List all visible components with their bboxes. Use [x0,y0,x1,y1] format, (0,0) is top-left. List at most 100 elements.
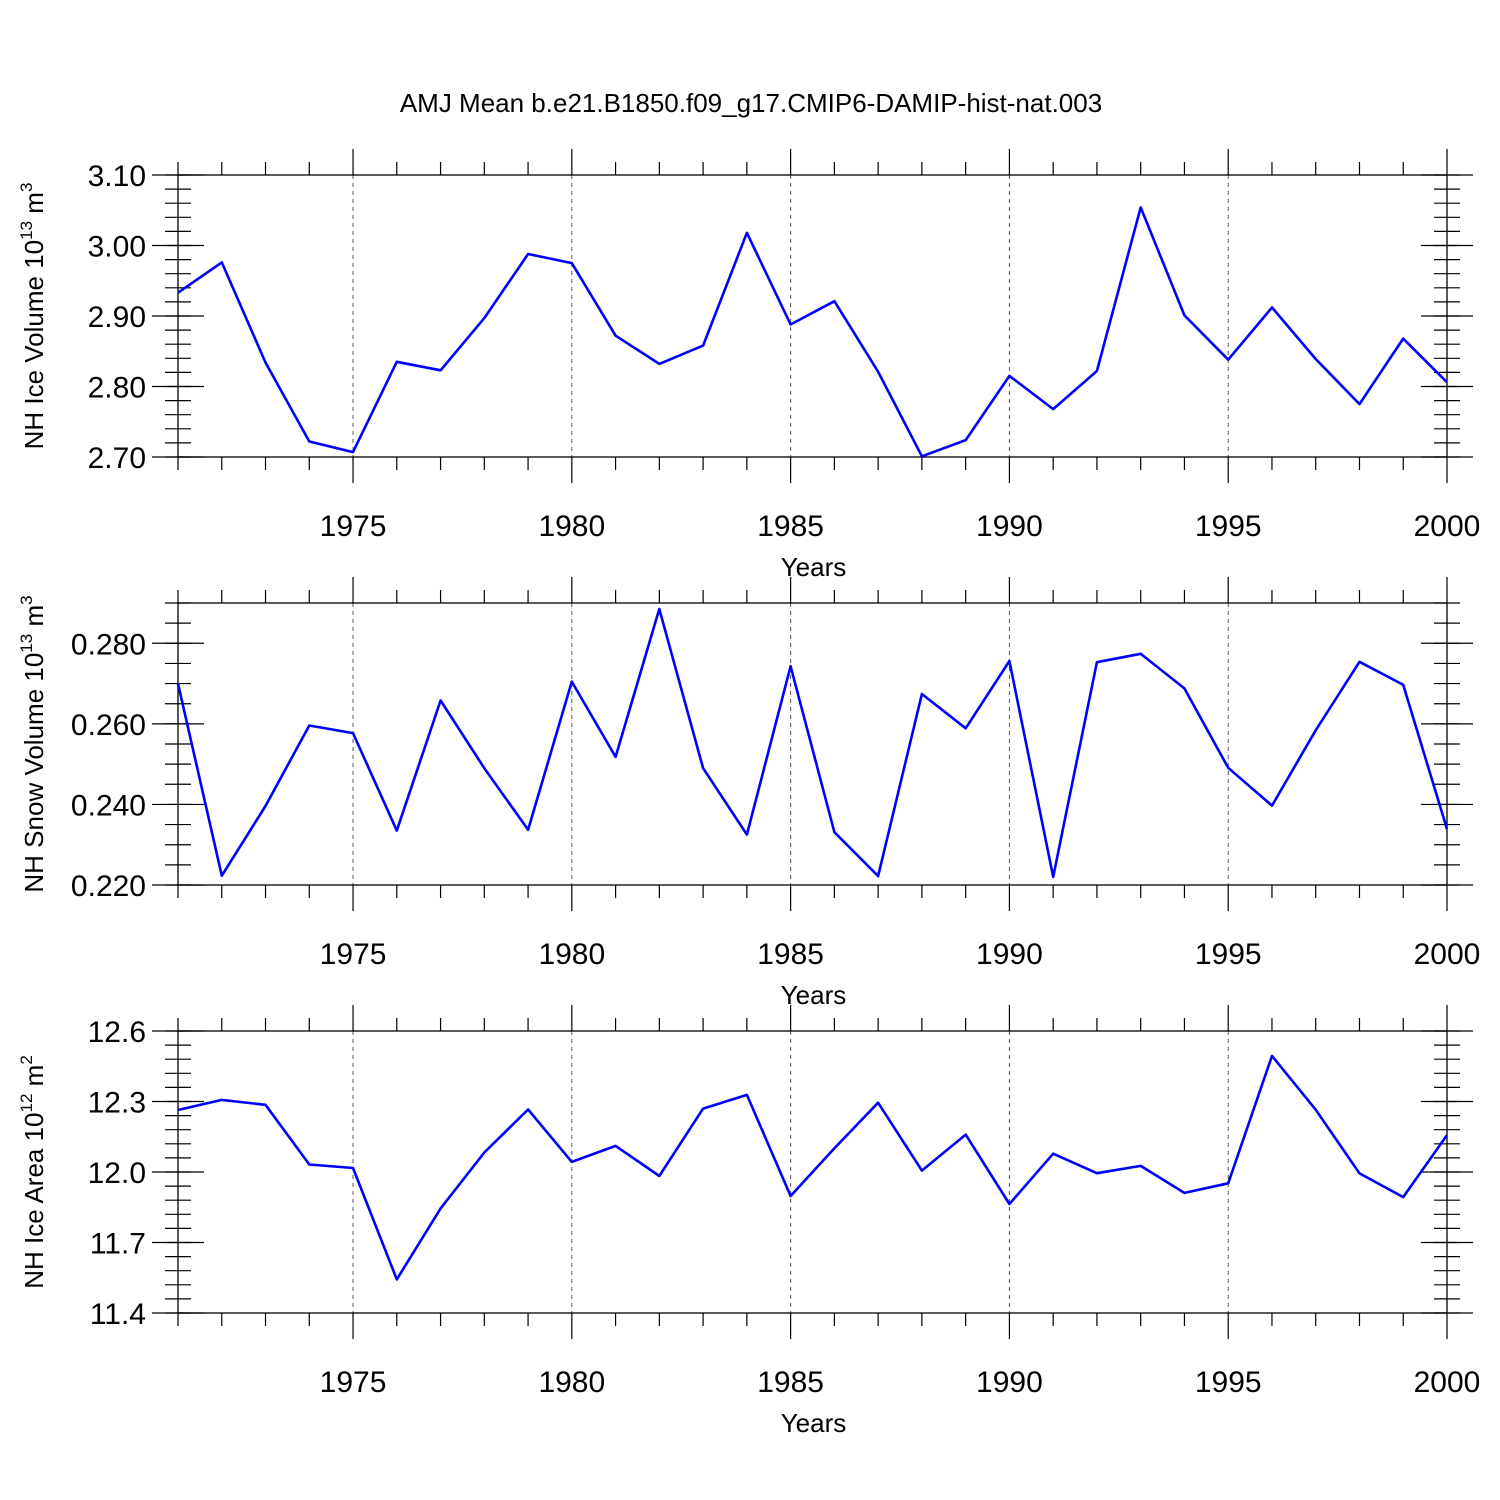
ice-area-point-1974 [306,1161,312,1167]
ice-area-x-tick-label-1975: 1975 [320,1366,387,1399]
ice-volume-x-axis-label: Years [781,552,847,582]
ice-volume-point-1989 [963,437,969,443]
snow-volume-point-1975 [350,730,356,736]
panel-ice-area: 1975 1980 1985 1990 1995 2000 11.4 11.7 12.0 12.3… [17,1005,1480,1438]
ice-volume-y-tick-label-3: 3.00 [88,231,146,264]
ice-area-point-1991 [1050,1151,1056,1157]
snow-volume-y-tick-label-3: 0.280 [71,628,146,661]
ice-area-point-1978 [481,1149,487,1155]
ice-volume-point-1974 [306,438,312,444]
snow-volume-point-1981 [613,754,619,760]
snow-volume-y-tick-label-2: 0.260 [71,709,146,742]
panels: 1975 1980 1985 1990 1995 2000 2.70 2.80 2.90 3.00… [17,149,1480,1438]
ice-area-point-1975 [350,1165,356,1171]
ice-volume-point-1984 [744,230,750,236]
ice-volume-y-tick-label-4: 3.10 [88,160,146,193]
snow-volume-x-tick-label-1975: 1975 [320,938,387,971]
snow-volume-point-1974 [306,722,312,728]
ice-area-point-1990 [1006,1201,1012,1207]
ice-volume-x-tick-label-1975: 1975 [320,510,387,543]
snow-volume-x-tick-label-1990: 1990 [976,938,1043,971]
snow-volume-point-1997 [1313,727,1319,733]
ice-volume-point-1980 [569,260,575,266]
ice-volume-point-1997 [1313,356,1319,362]
ice-volume-point-1995 [1225,357,1231,363]
ice-volume-point-1990 [1006,373,1012,379]
ice-volume-point-1994 [1181,312,1187,318]
snow-volume-point-1976 [394,828,400,834]
ice-volume-point-1987 [875,369,881,375]
snow-volume-point-1998 [1356,659,1362,665]
snow-volume-x-tick-label-1995: 1995 [1195,938,1262,971]
ice-area-x-tick-label-1985: 1985 [757,1366,824,1399]
snow-volume-point-1986 [831,829,837,835]
ice-volume-point-1971 [175,290,181,296]
snow-volume-point-1993 [1138,651,1144,657]
ice-area-point-1971 [175,1107,181,1113]
ice-area-point-1998 [1356,1170,1362,1176]
ice-area-point-1989 [963,1132,969,1138]
ice-area-y-tick-label-0: 11.4 [90,1298,146,1331]
ice-volume-x-tick-label-1985: 1985 [757,510,824,543]
ice-area-point-1996 [1269,1053,1275,1059]
snow-volume-point-1977 [438,697,444,703]
ice-area-point-1992 [1094,1170,1100,1176]
ice-area-point-1979 [525,1106,531,1112]
ice-volume-x-tick-label-1990: 1990 [976,510,1043,543]
snow-volume-point-1982 [656,606,662,612]
ice-volume-point-1991 [1050,406,1056,412]
snow-volume-point-2000 [1444,826,1450,832]
ice-area-point-1987 [875,1100,881,1106]
snow-volume-point-1990 [1006,658,1012,664]
snow-volume-point-1996 [1269,803,1275,809]
ice-volume-point-1979 [525,251,531,257]
ice-area-point-1981 [613,1143,619,1149]
ice-volume-y-tick-label-1: 2.80 [88,372,146,405]
ice-volume-point-1986 [831,298,837,304]
ice-volume-y-tick-label-0: 2.70 [88,442,146,475]
ice-area-point-1995 [1225,1180,1231,1186]
ice-volume-point-1996 [1269,305,1275,311]
snow-volume-y-tick-label-1: 0.240 [71,789,146,822]
ice-area-point-1986 [831,1145,837,1151]
ice-volume-point-1992 [1094,368,1100,374]
snow-volume-point-1978 [481,765,487,771]
snow-volume-point-1987 [875,873,881,879]
ice-volume-point-1999 [1400,336,1406,342]
snow-volume-point-1984 [744,832,750,838]
ice-volume-point-2000 [1444,379,1450,385]
ice-volume-point-1978 [481,315,487,321]
ice-area-y-tick-label-1: 11.7 [90,1228,146,1261]
ice-volume-series-line [177,206,1448,458]
ice-area-point-1982 [656,1173,662,1179]
ice-area-x-tick-label-1995: 1995 [1195,1366,1262,1399]
ice-volume-point-1983 [700,343,706,349]
ice-volume-x-tick-label-1980: 1980 [538,510,605,543]
ice-volume-point-1973 [263,360,269,366]
ice-volume-point-1982 [656,361,662,367]
snow-volume-point-1994 [1181,685,1187,691]
ice-volume-point-1993 [1138,204,1144,210]
ice-area-point-1999 [1400,1194,1406,1200]
snow-volume-point-1972 [219,873,225,879]
snow-volume-x-tick-label-2000: 2000 [1414,938,1481,971]
ice-volume-point-1985 [788,321,794,327]
snow-volume-plot-frame [177,602,1448,886]
snow-volume-point-1971 [175,681,181,687]
ice-area-point-1976 [394,1276,400,1282]
ice-area-series-line [177,1054,1449,1281]
ice-area-y-tick-label-4: 12.6 [88,1016,146,1049]
ice-area-point-1993 [1138,1163,1144,1169]
ice-area-y-tick-label-3: 12.3 [88,1087,146,1120]
snow-volume-point-1983 [700,765,706,771]
ice-area-y-axis-label: NH Ice Area 1012 m2 [17,1055,49,1289]
ice-area-x-tick-label-2000: 2000 [1414,1366,1481,1399]
ice-area-point-1983 [700,1106,706,1112]
snow-volume-point-1979 [525,827,531,833]
ice-area-point-1977 [438,1205,444,1211]
snow-volume-x-tick-label-1985: 1985 [757,938,824,971]
ice-area-point-1973 [263,1102,269,1108]
snow-volume-x-axis-label: Years [781,980,847,1010]
ice-volume-point-1998 [1356,401,1362,407]
